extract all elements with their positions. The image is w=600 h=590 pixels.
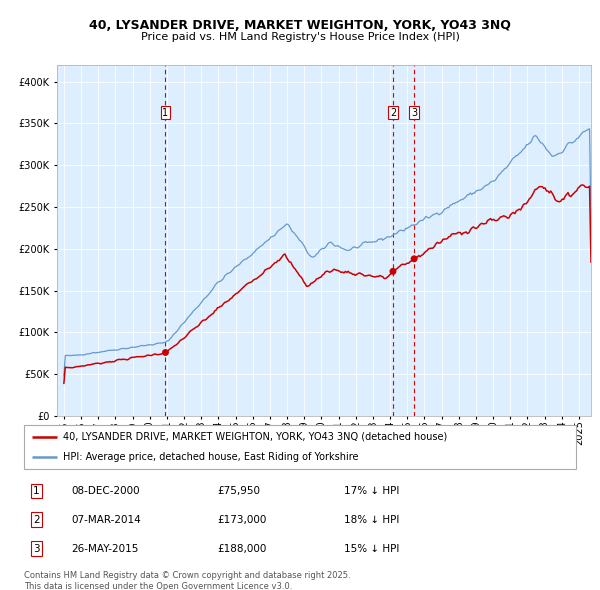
- Text: £173,000: £173,000: [217, 515, 266, 525]
- Text: £188,000: £188,000: [217, 543, 266, 553]
- Point: [161, 348, 170, 357]
- Text: £75,950: £75,950: [217, 486, 260, 496]
- Point: [388, 267, 398, 276]
- Text: 40, LYSANDER DRIVE, MARKET WEIGHTON, YORK, YO43 3NQ: 40, LYSANDER DRIVE, MARKET WEIGHTON, YOR…: [89, 19, 511, 32]
- Text: 1: 1: [163, 107, 169, 117]
- Text: 26-MAY-2015: 26-MAY-2015: [71, 543, 138, 553]
- Text: HPI: Average price, detached house, East Riding of Yorkshire: HPI: Average price, detached house, East…: [62, 452, 358, 462]
- Text: 17% ↓ HPI: 17% ↓ HPI: [344, 486, 400, 496]
- Text: 1: 1: [33, 486, 40, 496]
- Text: Contains HM Land Registry data © Crown copyright and database right 2025.
This d: Contains HM Land Registry data © Crown c…: [24, 571, 350, 590]
- Text: 40, LYSANDER DRIVE, MARKET WEIGHTON, YORK, YO43 3NQ (detached house): 40, LYSANDER DRIVE, MARKET WEIGHTON, YOR…: [62, 432, 447, 442]
- Text: 3: 3: [33, 543, 40, 553]
- Text: 15% ↓ HPI: 15% ↓ HPI: [344, 543, 400, 553]
- Text: 3: 3: [411, 107, 417, 117]
- Text: 07-MAR-2014: 07-MAR-2014: [71, 515, 140, 525]
- Text: 18% ↓ HPI: 18% ↓ HPI: [344, 515, 400, 525]
- Point: [409, 254, 419, 264]
- Text: 2: 2: [390, 107, 396, 117]
- Text: 08-DEC-2000: 08-DEC-2000: [71, 486, 140, 496]
- Text: Price paid vs. HM Land Registry's House Price Index (HPI): Price paid vs. HM Land Registry's House …: [140, 32, 460, 42]
- Text: 2: 2: [33, 515, 40, 525]
